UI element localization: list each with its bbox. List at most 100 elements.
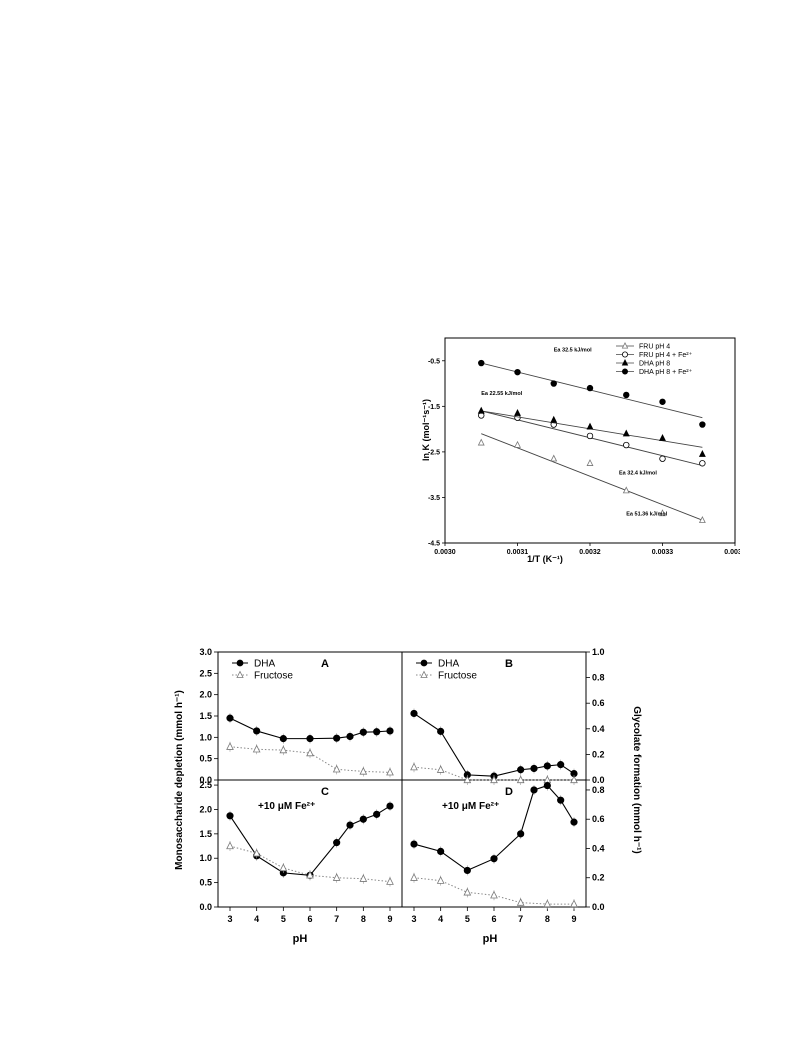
ph-fructose-point [252, 744, 261, 753]
arrhenius-y-axis-label: ln K (mol⁻¹s⁻¹) [421, 399, 431, 461]
arrhenius-legend-marker [621, 351, 628, 358]
ph-x-tick-label: 9 [571, 914, 576, 924]
ph-chart: 0.00.51.01.52.02.53.00.00.51.01.52.02.50… [174, 647, 642, 945]
ph-panel-label: D [505, 786, 513, 798]
ph-panel-label: A [321, 658, 329, 670]
ph-fructose-point [306, 748, 314, 757]
arrhenius-legend-label: DHA pH 8 + Fe²⁺ [639, 369, 693, 376]
ph-legend-marker [420, 659, 428, 667]
ph-left-tick-label: 1.0 [199, 853, 212, 863]
arrhenius-point [550, 415, 558, 423]
arrhenius-point [550, 380, 557, 387]
ph-x-tick-label: 3 [227, 914, 232, 924]
ph-dha-point [517, 766, 525, 774]
ph-right-tick-label: 0.0 [592, 775, 605, 785]
ph-right-tick-label: 0.6 [592, 814, 605, 824]
ph-fructose-point [226, 841, 234, 850]
arrhenius-point [699, 460, 706, 467]
arrhenius-y-tick-label: -0.5 [428, 358, 440, 365]
arrhenius-legend-label: DHA pH 8 [639, 361, 670, 368]
ph-left-tick-label: 0.0 [199, 902, 212, 912]
ph-x-tick-label: 7 [334, 914, 339, 924]
arrhenius-y-tick-label: -1.5 [428, 404, 440, 411]
ph-fructose-point [359, 874, 368, 882]
ph-x-tick-label: 5 [465, 914, 470, 924]
arrhenius-annotation: Ea 32.5 kJ/mol [554, 348, 592, 354]
arrhenius-point [477, 438, 485, 446]
arrhenius-point [622, 429, 630, 437]
arrhenius-y-tick-label: -2.5 [428, 449, 440, 456]
ph-fructose-point [279, 745, 288, 754]
ph-left-tick-label: 0.5 [199, 878, 212, 888]
ph-x-tick-label: 6 [491, 914, 496, 924]
arrhenius-point [659, 434, 666, 441]
ph-right-tick-label: 0.2 [592, 873, 605, 883]
arrhenius-point [699, 421, 706, 428]
ph-fructose-point [516, 898, 525, 906]
ph-panel-label: B [505, 658, 513, 670]
ph-fructose-point [436, 876, 445, 884]
ph-x-axis-label-right: pH [483, 933, 498, 945]
ph-x-tick-label: 4 [438, 914, 443, 924]
ph-fructose-point [332, 764, 341, 773]
arrhenius-chart: 0.0030 0.0031 0.0032 0.0033 0.0034 -0.5 -1.5 -2… [421, 337, 740, 564]
ph-dha-point [410, 840, 418, 848]
ph-right-tick-label: 0.8 [592, 673, 605, 683]
ph-legend-label: Fructose [438, 671, 477, 682]
ph-dha-point [570, 818, 578, 826]
ph-x-tick-label: 7 [518, 914, 523, 924]
ph-left-tick-label: 2.0 [199, 690, 212, 700]
ph-x-tick-label: 8 [361, 914, 366, 924]
arrhenius-point [659, 398, 666, 405]
ph-right-tick-label: 0.2 [592, 749, 605, 759]
arrhenius-point [586, 422, 594, 430]
ph-legend-marker [236, 659, 244, 667]
ph-fructose-point [490, 890, 498, 899]
ph-dha-point [557, 796, 565, 804]
ph-fructose-point [436, 765, 445, 773]
ph-dha-point [386, 802, 394, 810]
ph-panel-label: C [321, 786, 329, 798]
ph-fructose-point [359, 766, 368, 775]
ph-dha-point [333, 734, 341, 742]
arrhenius-point [478, 359, 485, 367]
arrhenius-point [698, 516, 706, 523]
ph-dha-point [253, 727, 261, 735]
ph-fructose-point [543, 899, 552, 908]
arrhenius-x-axis-label: 1/T (K⁻¹) [527, 554, 563, 564]
ph-x-axis-label-left: pH [293, 933, 308, 945]
arrhenius-point [698, 449, 706, 457]
ph-fructose-point [490, 775, 498, 784]
arrhenius-point [622, 486, 630, 494]
ph-right-tick-label: 0.0 [592, 902, 605, 912]
arrhenius-x-tick-label: 0.0030 [434, 549, 456, 556]
ph-dha-point [359, 815, 367, 823]
ph-fructose-point [463, 775, 472, 784]
ph-dha-point [346, 821, 354, 829]
arrhenius-point [623, 441, 630, 449]
ph-fructose-point [332, 873, 341, 881]
ph-dha-point [373, 728, 381, 736]
ph-legend-marker [420, 670, 428, 678]
ph-fructose-point [252, 848, 261, 857]
ph-dha-point [437, 727, 445, 735]
arrhenius-legend-label: FRU pH 4 + Fe²⁺ [639, 352, 693, 359]
ph-fructose-point [306, 870, 314, 879]
ph-dha-point [386, 727, 394, 735]
ph-dha-point [359, 728, 367, 736]
ph-left-tick-label: 2.5 [199, 668, 212, 678]
arrhenius-legend-marker [621, 368, 628, 375]
ph-fructose-point [410, 873, 418, 881]
ph-left-tick-label: 3.0 [199, 647, 212, 657]
ph-right-tick-label: 0.4 [592, 724, 605, 734]
ph-fructose-point [463, 887, 472, 896]
arrhenius-x-tick-label: 0.0033 [652, 549, 674, 556]
ph-right-tick-label: 0.8 [592, 785, 605, 795]
arrhenius-annotation: Ea 22.55 kJ/mol [481, 391, 522, 397]
ph-x-tick-label: 5 [281, 914, 286, 924]
ph-left-tick-label: 2.5 [199, 780, 212, 790]
ph-legend-label: DHA [254, 659, 275, 670]
ph-fructose-point [570, 775, 578, 784]
arrhenius-point [586, 384, 594, 392]
ph-dha-point [437, 847, 445, 856]
